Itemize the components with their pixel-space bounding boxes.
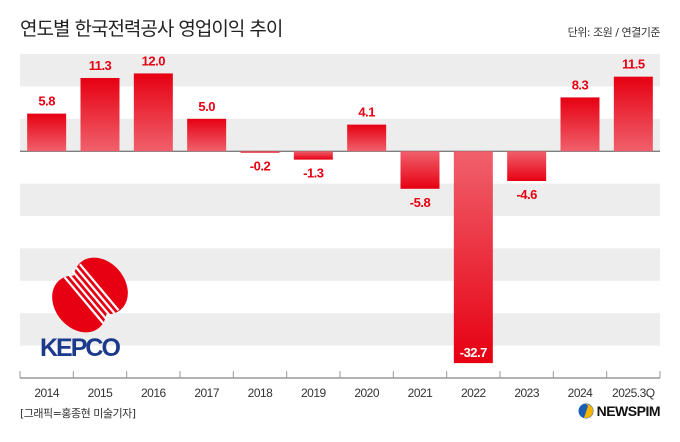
- bar-2023: [507, 151, 547, 182]
- grid-band: [20, 313, 660, 346]
- chart-title: 연도별 한국전력공사 영업이익 추이: [20, 18, 283, 40]
- data-label: -1.3: [303, 166, 324, 181]
- graphic-credit: [그래픽=홍종현 미술기자]: [20, 407, 136, 420]
- x-tick-label: 2014: [34, 386, 60, 400]
- bar-2019: [293, 151, 333, 160]
- bar-2017: [187, 118, 227, 152]
- bar-2014: [27, 113, 67, 152]
- bar-2016: [133, 73, 173, 152]
- grid-band: [20, 248, 660, 281]
- kepco-logo: KEPCO: [40, 257, 128, 362]
- grid-band: [20, 183, 660, 216]
- data-label: 8.3: [572, 77, 589, 92]
- data-label: 11.3: [89, 58, 112, 73]
- x-tick-label: 2023: [514, 386, 540, 400]
- bar-2024: [560, 97, 600, 152]
- data-label: -32.7: [460, 345, 487, 360]
- grid-band: [20, 54, 660, 87]
- x-tick-label: 2025.3Q: [612, 386, 655, 400]
- data-label: 5.0: [198, 99, 215, 114]
- x-tick-label: 2018: [248, 386, 274, 400]
- newspim-logo: NEWSPIM: [578, 403, 661, 419]
- data-label: 5.8: [38, 94, 55, 109]
- x-tick-label: 2020: [354, 386, 380, 400]
- x-tick-label: 2021: [408, 386, 434, 400]
- x-tick-label: 2017: [194, 386, 220, 400]
- bar-2022: [453, 151, 493, 364]
- bar-2015: [80, 77, 120, 152]
- data-label: -0.2: [250, 158, 271, 173]
- x-tick-label: 2022: [461, 386, 487, 400]
- data-label: 4.1: [358, 105, 375, 120]
- data-label: 12.0: [142, 53, 166, 68]
- data-label: -5.8: [410, 195, 431, 210]
- bar-2021: [400, 151, 440, 189]
- x-tick-label: 2024: [568, 386, 594, 400]
- newspim-icon: [578, 403, 594, 419]
- grid-band: [20, 118, 660, 152]
- x-tick-label: 2016: [141, 386, 167, 400]
- data-label: 11.5: [622, 57, 645, 72]
- x-tick-label: 2015: [88, 386, 114, 400]
- bar-2018: [240, 151, 280, 153]
- kepco-logo-text: KEPCO: [40, 334, 120, 362]
- data-label: -4.6: [516, 187, 537, 202]
- bar-2025.3Q: [613, 76, 653, 152]
- x-tick-label: 2019: [301, 386, 327, 400]
- bar-2020: [347, 124, 387, 152]
- newspim-text: NEWSPIM: [596, 403, 661, 419]
- unit-label: 단위: 조원 / 연결기준: [567, 26, 661, 39]
